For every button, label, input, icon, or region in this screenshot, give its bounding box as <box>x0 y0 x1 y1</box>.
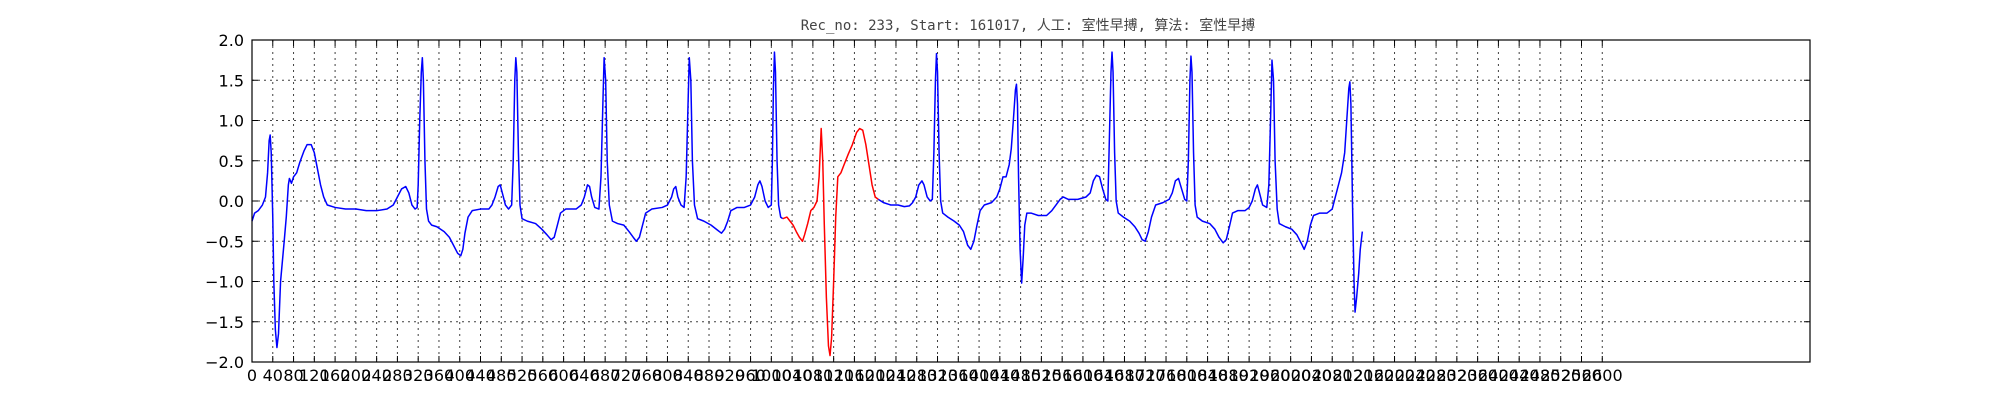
x-tick-label: 960 <box>735 366 766 385</box>
x-tick-label: 920 <box>715 366 746 385</box>
x-tick-label: 2200 <box>1374 366 1415 385</box>
x-tick-label: 440 <box>465 366 496 385</box>
x-tick-label: 1960 <box>1250 366 1291 385</box>
ecg-series-line-2 <box>877 51 1364 313</box>
x-tick-label: 880 <box>694 366 725 385</box>
axis-layer: 2.01.51.00.50.0−0.5−1.0−1.5−2.00 40 801201… <box>205 31 1810 385</box>
x-tick-label: 640 <box>569 366 600 385</box>
x-tick-label: 1160 <box>834 366 875 385</box>
y-tick-label: 1.0 <box>219 112 244 131</box>
x-tick-label: 1560 <box>1042 366 1083 385</box>
x-tick-label: 320 <box>403 366 434 385</box>
x-tick-label: 1480 <box>1000 366 1041 385</box>
x-tick-label: 2440 <box>1499 366 1540 385</box>
x-tick-label: 200 <box>341 366 372 385</box>
x-tick-label: 2320 <box>1436 366 1477 385</box>
x-tick-label: 1240 <box>876 366 917 385</box>
x-tick-label: 760 <box>631 366 662 385</box>
y-tick-label: −2.0 <box>205 353 244 372</box>
x-tick-label: 280 <box>382 366 413 385</box>
x-tick-label: 1640 <box>1083 366 1124 385</box>
x-tick-label: 240 <box>361 366 392 385</box>
x-tick-label: 2000 <box>1270 366 1311 385</box>
x-tick-label: 1400 <box>959 366 1000 385</box>
x-tick-label: 1120 <box>813 366 854 385</box>
x-tick-label: 1280 <box>896 366 937 385</box>
x-tick-label: 160 <box>320 366 351 385</box>
x-tick-label: 1920 <box>1229 366 1270 385</box>
x-tick-label: 560 <box>528 366 559 385</box>
x-tick-label: 480 <box>486 366 517 385</box>
grid-layer <box>251 39 1810 363</box>
x-tick-label: 80 <box>283 366 303 385</box>
y-tick-label: 0.0 <box>219 192 244 211</box>
x-tick-label: 1840 <box>1187 366 1228 385</box>
x-tick-label: 2160 <box>1353 366 1394 385</box>
x-tick-label: 2360 <box>1457 366 1498 385</box>
x-tick-label: 800 <box>652 366 683 385</box>
x-tick-label: 2080 <box>1312 366 1353 385</box>
x-tick-label: 1040 <box>772 366 813 385</box>
x-tick-label: 1200 <box>855 366 896 385</box>
x-tick-label: 2480 <box>1520 366 1561 385</box>
y-tick-label: −1.0 <box>205 273 244 292</box>
x-tick-label: 40 <box>263 366 283 385</box>
plot-frame <box>251 39 1811 363</box>
x-tick-label: 2400 <box>1478 366 1519 385</box>
y-tick-label: −0.5 <box>205 232 244 251</box>
x-tick-label: 720 <box>611 366 642 385</box>
x-tick-label: 1360 <box>938 366 979 385</box>
x-tick-label: 1880 <box>1208 366 1249 385</box>
x-tick-label: 120 <box>299 366 330 385</box>
x-tick-label: 360 <box>424 366 455 385</box>
ecg-series-line-0 <box>251 51 784 349</box>
x-tick-label: 600 <box>548 366 579 385</box>
x-tick-label: 400 <box>444 366 475 385</box>
x-tick-label: 1800 <box>1166 366 1207 385</box>
x-tick-label: 1080 <box>793 366 834 385</box>
x-tick-label: 2040 <box>1291 366 1332 385</box>
x-tick-label: 1320 <box>917 366 958 385</box>
x-tick-label: 1000 <box>751 366 792 385</box>
x-tick-label: 2560 <box>1561 366 1602 385</box>
x-tick-label: 1600 <box>1063 366 1104 385</box>
x-tick-label: 2280 <box>1416 366 1457 385</box>
chart-title: Rec_no: 233, Start: 161017, 人工: 室性早搏, 算法… <box>801 17 1256 34</box>
x-tick-label: 2240 <box>1395 366 1436 385</box>
y-tick-label: 0.5 <box>219 152 244 171</box>
x-tick-label: 1440 <box>979 366 1020 385</box>
x-tick-label: 840 <box>673 366 704 385</box>
x-tick-label: 2120 <box>1333 366 1374 385</box>
y-tick-label: 1.5 <box>219 71 244 90</box>
y-tick-label: 2.0 <box>219 31 244 50</box>
ecg-series-line-1 <box>782 127 879 357</box>
x-tick-label: 1680 <box>1104 366 1145 385</box>
x-tick-label: 520 <box>507 366 538 385</box>
x-tick-label: 1520 <box>1021 366 1062 385</box>
x-tick-label: 0 <box>247 366 257 385</box>
x-tick-label: 2600 <box>1582 366 1623 385</box>
x-tick-label: 2520 <box>1540 366 1581 385</box>
x-tick-label: 1720 <box>1125 366 1166 385</box>
x-tick-label: 680 <box>590 366 621 385</box>
y-tick-label: −1.5 <box>205 313 244 332</box>
x-tick-label: 1760 <box>1146 366 1187 385</box>
series-layer <box>251 51 1364 357</box>
